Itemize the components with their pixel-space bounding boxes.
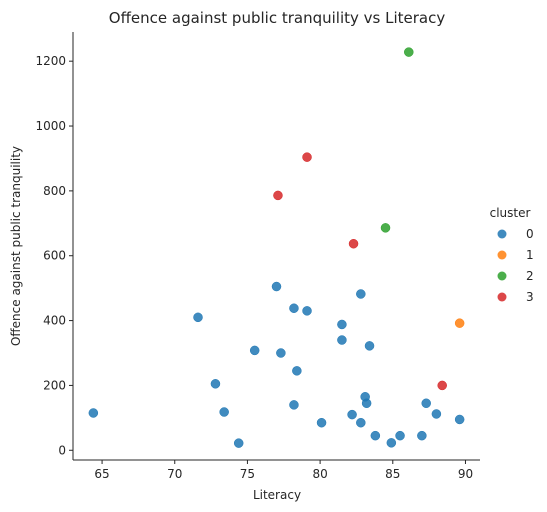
legend-title: cluster — [490, 206, 531, 220]
data-point-cluster-0 — [417, 430, 427, 441]
x-tick-label: 75 — [240, 467, 255, 481]
data-point-cluster-0 — [454, 414, 465, 425]
x-tick-label: 65 — [94, 467, 109, 481]
data-point-cluster-3 — [302, 152, 312, 162]
legend: cluster 0 1 2 3 — [490, 206, 534, 304]
legend-marker-0 — [497, 229, 507, 239]
data-point-cluster-0 — [292, 366, 302, 376]
data-point-cluster-0 — [361, 398, 372, 409]
x-tick-label: 80 — [312, 467, 327, 481]
data-point-cluster-2 — [404, 47, 414, 57]
x-axis-label: Literacy — [253, 488, 301, 502]
y-tick-label: 1200 — [35, 54, 66, 68]
data-point-cluster-0 — [421, 398, 431, 409]
data-point-cluster-0 — [356, 289, 366, 299]
data-point-cluster-0 — [193, 312, 203, 323]
legend-label-0: 0 — [526, 227, 534, 241]
data-point-cluster-0 — [386, 438, 397, 448]
y-tick-label: 1000 — [35, 119, 66, 133]
data-point-cluster-3 — [273, 190, 283, 201]
data-point-cluster-0 — [395, 430, 405, 441]
data-point-cluster-0 — [219, 407, 229, 417]
data-point-cluster-0 — [370, 430, 381, 441]
data-point-cluster-0 — [337, 319, 347, 330]
data-point-cluster-0 — [88, 408, 99, 418]
data-point-cluster-0 — [289, 303, 299, 314]
data-point-cluster-0 — [337, 335, 347, 345]
plot-area — [88, 47, 465, 448]
data-point-cluster-0 — [249, 345, 260, 356]
data-point-cluster-0 — [347, 409, 357, 420]
data-point-cluster-0 — [271, 281, 282, 292]
data-point-cluster-0 — [356, 417, 366, 428]
x-tick-label: 90 — [458, 467, 473, 481]
data-point-cluster-3 — [437, 380, 447, 391]
y-tick-label: 800 — [43, 184, 66, 198]
y-tick-label: 400 — [43, 314, 66, 328]
y-tick-label: 0 — [58, 443, 66, 457]
y-tick-label: 200 — [43, 378, 66, 392]
data-point-cluster-2 — [380, 223, 391, 233]
data-point-cluster-0 — [302, 306, 312, 316]
data-point-cluster-0 — [210, 379, 221, 389]
data-point-cluster-0 — [276, 348, 286, 358]
legend-marker-3 — [497, 292, 507, 302]
legend-marker-2 — [497, 271, 507, 281]
x-tick-label: 70 — [167, 467, 182, 481]
data-point-cluster-3 — [348, 238, 359, 249]
y-tick-label: 600 — [43, 249, 66, 263]
legend-marker-1 — [497, 250, 507, 260]
x-tick-label: 85 — [385, 467, 400, 481]
legend-label-2: 2 — [526, 269, 534, 283]
data-point-cluster-1 — [454, 318, 465, 328]
y-axis-ticks: 0 200 400 600 800 1000 1200 — [35, 54, 73, 457]
legend-label-3: 3 — [526, 290, 534, 304]
data-point-cluster-0 — [431, 409, 442, 419]
chart-title: Offence against public tranquility vs Li… — [109, 9, 446, 27]
data-point-cluster-0 — [233, 438, 244, 448]
data-point-cluster-0 — [316, 417, 327, 428]
data-point-cluster-0 — [364, 341, 375, 351]
y-axis-label: Offence against public tranquility — [9, 146, 23, 346]
legend-label-1: 1 — [526, 248, 534, 262]
data-point-cluster-0 — [289, 400, 299, 410]
x-axis-ticks: 65 70 75 80 85 90 — [94, 460, 473, 481]
